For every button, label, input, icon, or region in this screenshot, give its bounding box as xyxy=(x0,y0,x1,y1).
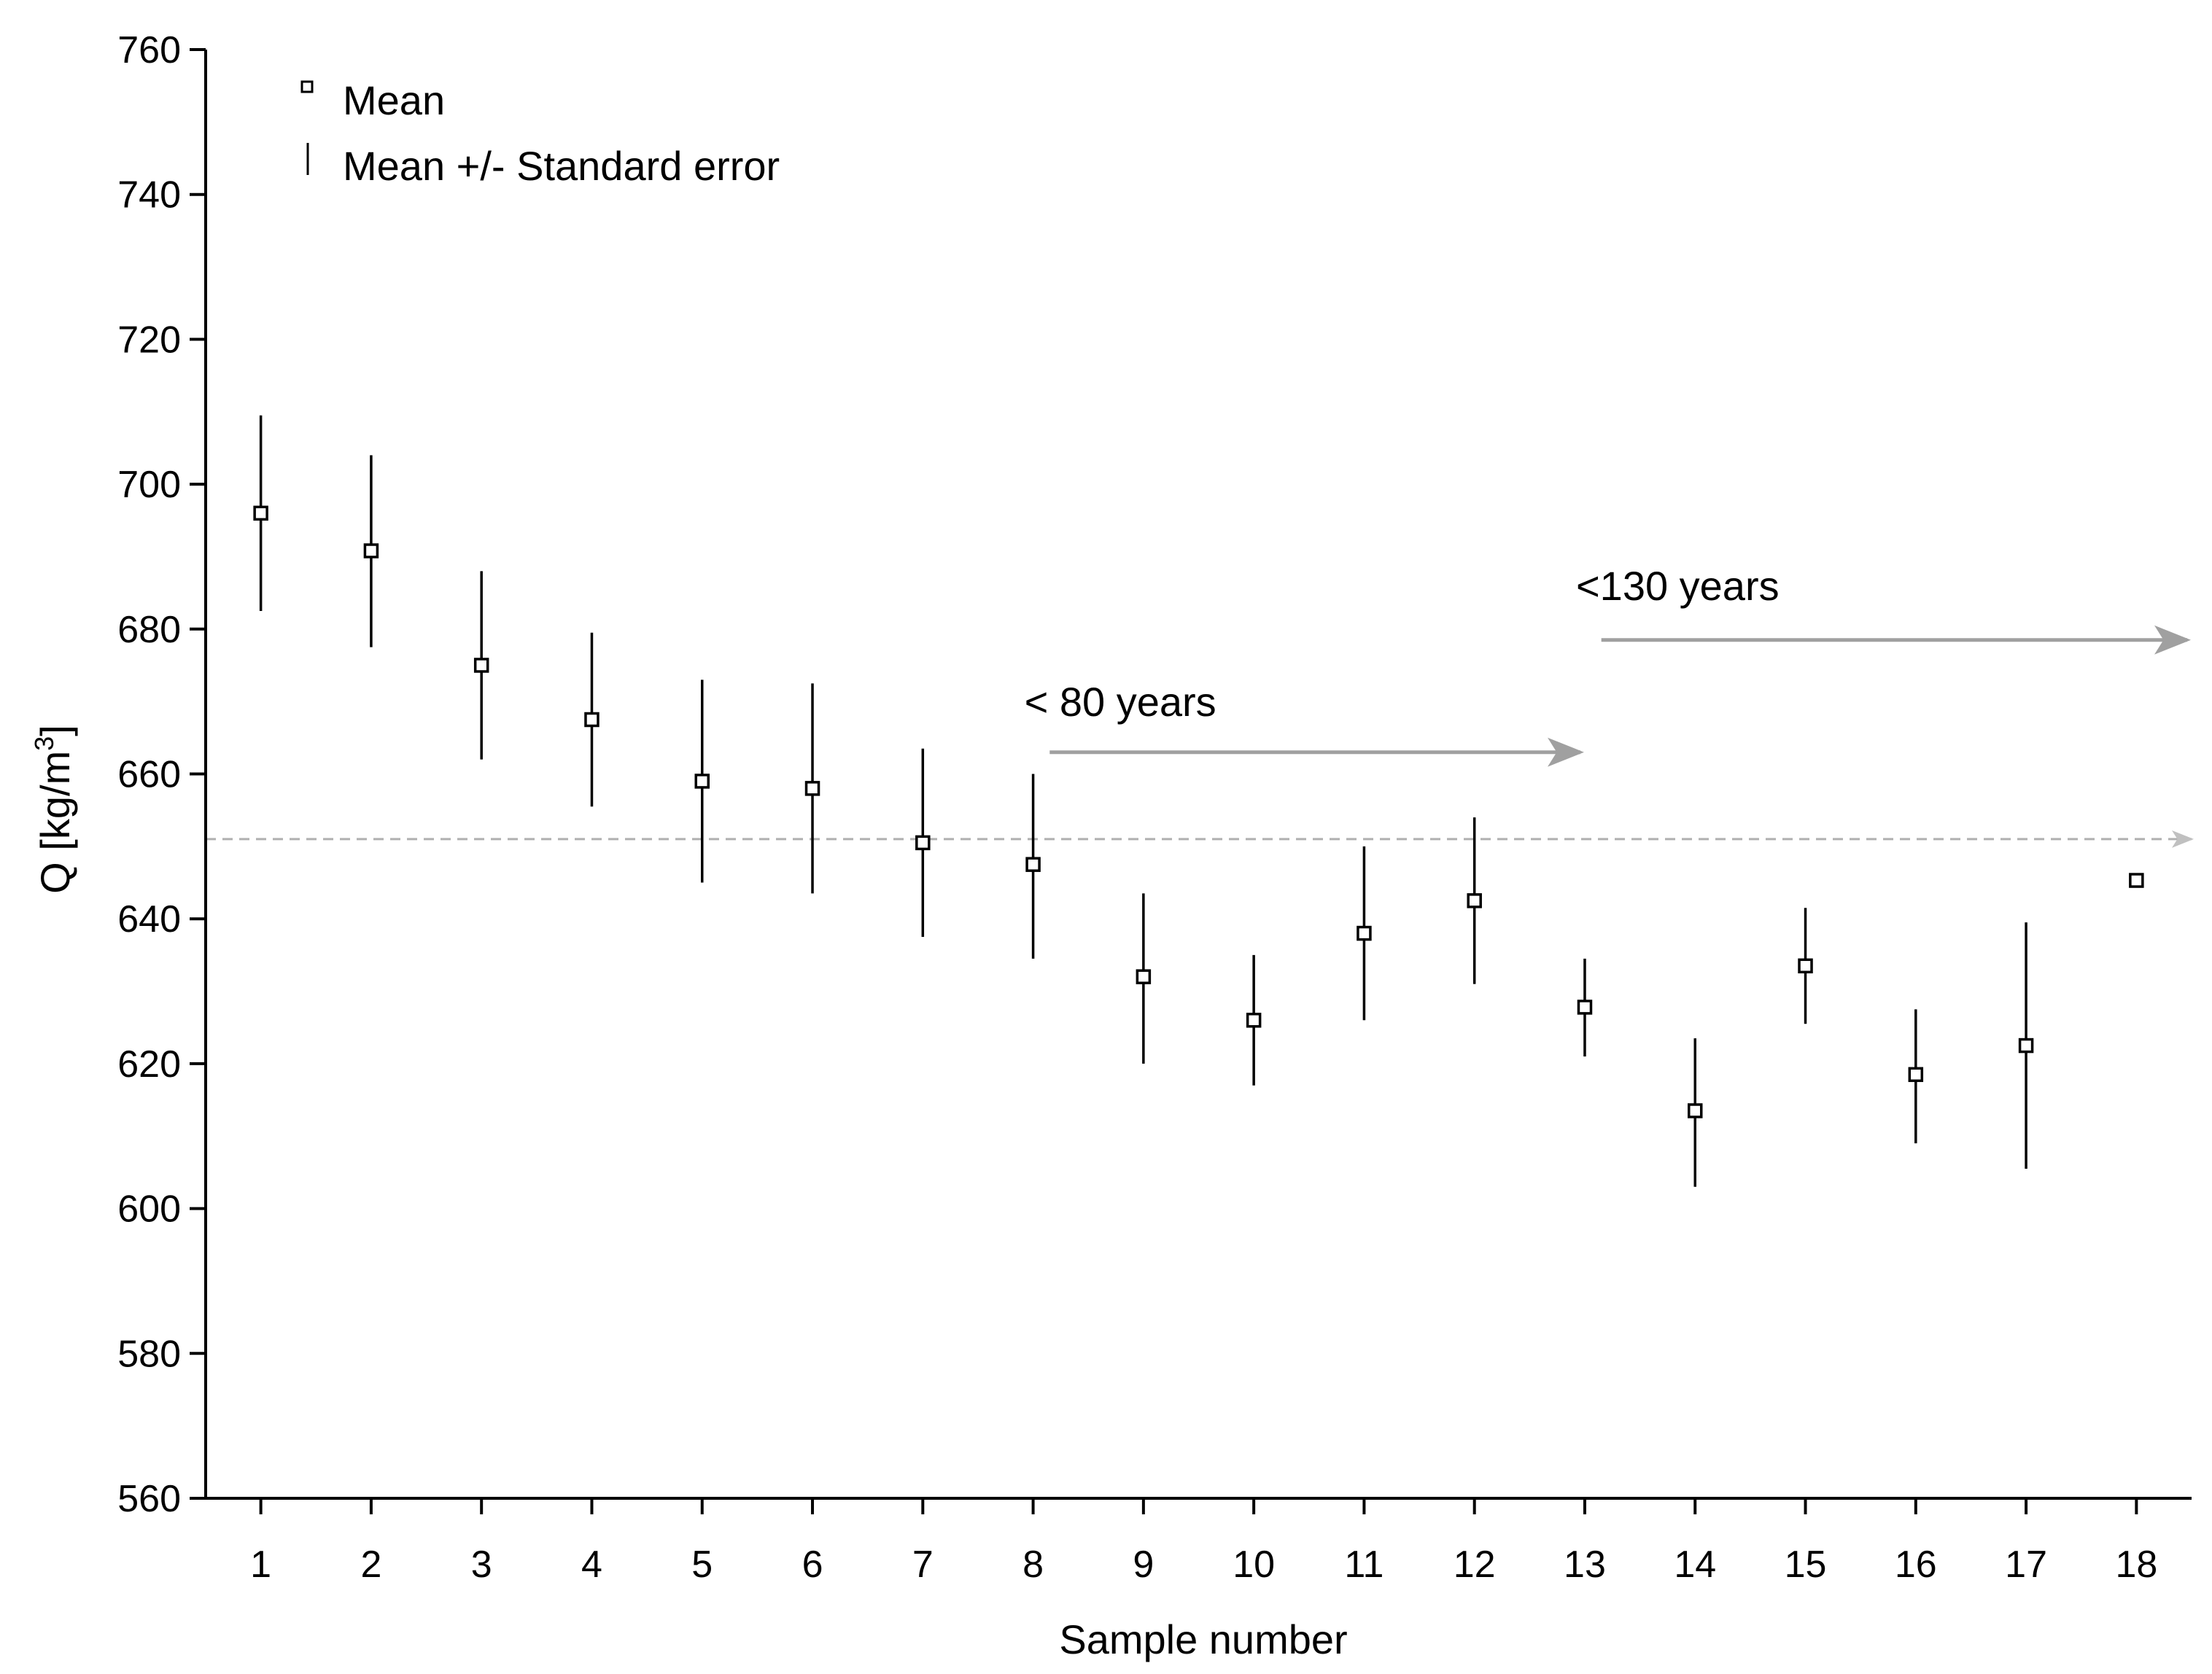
mean-marker xyxy=(915,835,931,851)
mean-marker xyxy=(2018,1038,2034,1054)
x-tick-label: 13 xyxy=(1564,1543,1606,1586)
x-tick-label: 17 xyxy=(2005,1543,2047,1586)
x-tick-label: 16 xyxy=(1895,1543,1937,1586)
x-tick-label: 5 xyxy=(691,1543,713,1586)
y-tick-label: 600 xyxy=(117,1188,181,1231)
x-tick-label: 1 xyxy=(250,1543,271,1586)
x-tick-label: 8 xyxy=(1022,1543,1044,1586)
y-tick-label: 760 xyxy=(117,29,181,71)
x-tick-label: 7 xyxy=(912,1543,934,1586)
y-tick-label: 720 xyxy=(117,319,181,361)
y-ticks: 560 580 600 620 640 660 680 700 720 740 760 xyxy=(117,29,206,1520)
legend-mean-marker xyxy=(300,80,314,93)
legend: Mean Mean +/- Standard error xyxy=(300,77,780,189)
x-tick-label: 12 xyxy=(1454,1543,1496,1586)
mean-marker xyxy=(1798,958,1813,974)
x-tick-label: 3 xyxy=(471,1543,492,1586)
y-tick-label: 700 xyxy=(117,464,181,506)
mean-marker xyxy=(1136,969,1152,984)
mean-marker xyxy=(2129,873,2144,888)
mean-marker xyxy=(1025,857,1041,872)
mean-marker xyxy=(253,505,268,521)
x-tick-label: 2 xyxy=(360,1543,381,1586)
annotation-label: < 80 years xyxy=(1025,679,1216,725)
mean-marker xyxy=(1357,925,1372,941)
y-axis-title: Q [kg/m3] xyxy=(29,725,78,894)
mean-marker xyxy=(1688,1103,1703,1118)
mean-marker xyxy=(1467,893,1482,908)
x-tick-label: 9 xyxy=(1133,1543,1154,1586)
x-tick-label: 10 xyxy=(1233,1543,1275,1586)
y-axis-title-sup: 3 xyxy=(29,736,59,751)
y-tick-label: 740 xyxy=(117,174,181,217)
x-tick-label: 6 xyxy=(802,1543,823,1586)
y-tick-label: 640 xyxy=(117,898,181,941)
annotation-label: <130 years xyxy=(1576,563,1780,609)
y-tick-label: 680 xyxy=(117,609,181,651)
y-tick-label: 620 xyxy=(117,1043,181,1086)
x-tick-label: 14 xyxy=(1674,1543,1716,1586)
annotation-layer: < 80 years <130 years xyxy=(1025,563,2191,767)
mean-marker xyxy=(1246,1013,1262,1028)
legend-se-label: Mean +/- Standard error xyxy=(343,143,780,189)
data-layer xyxy=(253,415,2144,1187)
mean-marker xyxy=(473,658,489,673)
x-tick-label: 4 xyxy=(581,1543,602,1586)
y-tick-label: 660 xyxy=(117,754,181,796)
y-tick-label: 580 xyxy=(117,1333,181,1375)
x-axis-title: Sample number xyxy=(1059,1616,1347,1662)
mean-marker xyxy=(1908,1067,1924,1083)
x-tick-label: 11 xyxy=(1344,1543,1384,1586)
x-tick-label: 18 xyxy=(2115,1543,2157,1586)
mean-marker xyxy=(1577,1000,1593,1015)
y-axis-title-base: Q [kg/m xyxy=(32,751,78,894)
mean-marker xyxy=(804,781,820,796)
legend-mean-label: Mean xyxy=(343,77,445,123)
mean-marker xyxy=(363,543,379,558)
y-axis-title-close: ] xyxy=(32,725,78,736)
x-ticks: 1 2 3 4 5 6 7 8 9 10 11 12 13 14 15 16 17 18 xyxy=(250,1498,2157,1586)
mean-marker xyxy=(584,712,599,728)
mean-marker xyxy=(694,774,710,789)
x-tick-label: 15 xyxy=(1785,1543,1827,1586)
y-tick-label: 560 xyxy=(117,1478,181,1520)
